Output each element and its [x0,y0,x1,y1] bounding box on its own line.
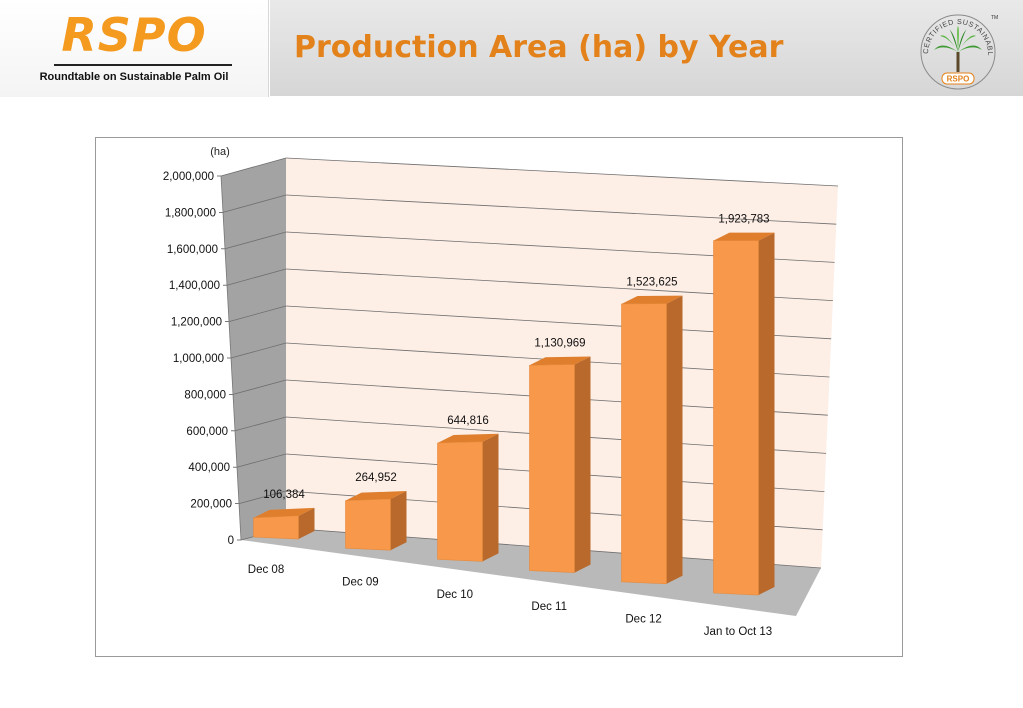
x-tick-label: Dec 08 [248,564,284,576]
logo-wordmark: RSPO [61,8,207,62]
bar [529,356,591,573]
x-tick-label: Dec 09 [342,576,378,588]
x-tick-label: Jan to Oct 13 [704,626,772,638]
data-label: 1,923,783 [718,214,769,226]
bar-front [529,364,575,573]
gridline [285,194,837,225]
gridline-side [230,342,287,359]
y-axis-unit: (ha) [210,146,230,158]
side-wall [221,158,286,540]
y-tick-label: 1,600,000 [167,244,218,256]
trademark-mark: TM [991,15,998,21]
y-axis: (ha) 0 200,000 400,000 600,000 800,000 1,000,… [163,146,242,547]
logo-divider [54,64,232,66]
y-tick-label: 2,000,000 [163,171,214,183]
y-tick-label: 0 [228,535,234,547]
y-tick-label: 600,000 [186,426,228,438]
gridline-side [226,268,287,286]
gridline-side [220,157,287,177]
x-tick-label: Dec 12 [625,614,661,626]
bar-front [345,498,391,551]
y-axis-line [220,175,242,541]
y-tick-label: 1,200,000 [171,317,222,329]
bar-top [253,507,315,518]
data-label: 1,523,625 [626,277,677,289]
bar-front [713,240,759,596]
certified-seal-logo: CERTIFIED SUSTAINABLE PALM OIL RSPO TM [918,10,998,90]
gridline [285,157,839,187]
bar [621,295,683,585]
y-tick-label: 800,000 [184,389,226,401]
bar-side [666,295,683,584]
bar-top [621,295,683,304]
production-area-chart: (ha) 0 200,000 400,000 600,000 800,000 1,000,… [163,146,839,638]
palm-tree-icon [934,26,982,72]
bar-top [437,433,499,443]
y-tick-label: 200,000 [190,499,232,511]
bar [253,507,315,540]
bar-front [437,441,483,562]
bar-top [529,356,591,366]
y-tick-label: 1,400,000 [169,280,220,292]
bar-side [758,232,775,595]
data-label: 644,816 [447,415,489,427]
chart-frame: (ha) 0 200,000 400,000 600,000 800,000 1,000,… [95,137,903,657]
gridline-side [232,379,287,395]
gridline-side [238,490,287,504]
bar-side [298,507,315,539]
gridline-side [228,305,287,322]
logo-subtitle: Roundtable on Sustainable Palm Oil [39,71,229,83]
data-label: 264,952 [355,472,397,484]
bars: 106,384 264,952 644,816 1,130,969 1,523,625 1… [253,214,775,596]
bar-front [253,515,299,540]
bar-front [621,303,667,585]
bar [345,491,407,551]
y-tick-label: 1,000,000 [173,353,224,365]
bar-side [482,433,499,562]
bar [437,433,499,562]
gridline-side [236,453,287,468]
page-title: Production Area (ha) by Year [294,30,784,65]
gridline-side [222,194,287,213]
bar [713,232,775,596]
x-tick-label: Dec 10 [437,589,473,601]
x-tick-label: Dec 11 [531,601,567,613]
seal-top-text: CERTIFIED SUSTAINABLE PALM OIL [918,10,995,56]
rspo-logo: RSPO Roundtable on Sustainable Palm Oil [0,0,269,97]
slide-header: RSPO Roundtable on Sustainable Palm Oil … [0,0,1023,97]
bar-top [713,232,775,241]
seal-rspo-text: RSPO [947,75,970,84]
title-bar: Production Area (ha) by Year [270,0,1023,96]
y-tick-label: 1,800,000 [165,207,216,219]
y-tick-label: 400,000 [188,462,230,474]
x-axis: Dec 08 Dec 09 Dec 10 Dec 11 Dec 12 Jan to Oct… [248,564,772,638]
bar-top [345,491,407,501]
data-label: 1,130,969 [534,338,585,350]
gridline-side [234,416,287,432]
gridline-side [224,231,287,250]
bar-side [574,356,591,573]
data-label: 106,384 [263,489,305,501]
bar-side [390,491,407,551]
